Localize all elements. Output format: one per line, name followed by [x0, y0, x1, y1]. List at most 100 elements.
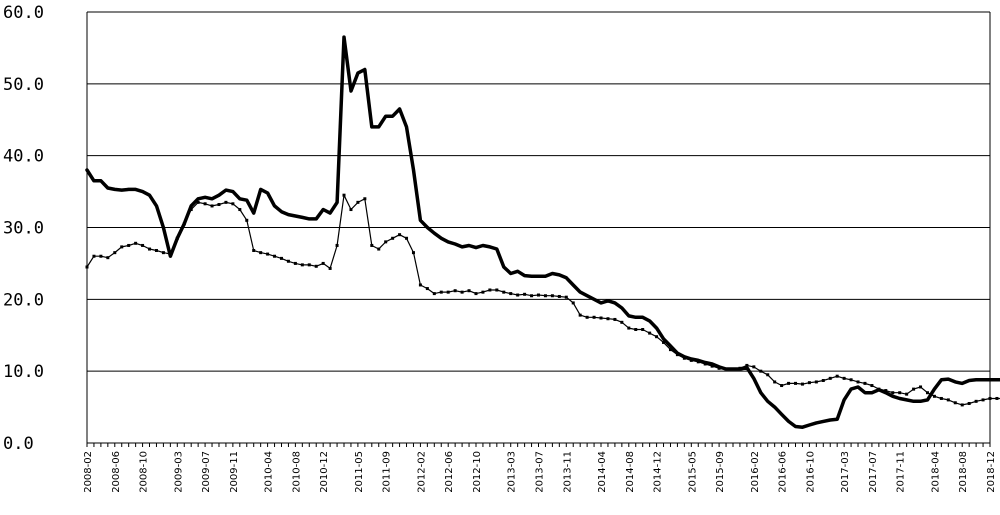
data-point-marker	[196, 200, 200, 204]
x-tick-label: 2015-05	[687, 451, 698, 493]
data-point-marker	[279, 256, 283, 260]
data-point-marker	[689, 358, 693, 362]
data-point-marker	[335, 243, 339, 247]
data-point-marker	[995, 396, 999, 400]
y-tick-label: 50.0	[3, 75, 44, 95]
data-point-marker	[919, 385, 923, 389]
data-point-marker	[224, 200, 228, 204]
data-point-marker	[266, 252, 270, 256]
x-tick-label: 2012-10	[472, 451, 483, 493]
data-point-marker	[391, 236, 395, 240]
x-tick-label: 2017-11	[896, 451, 907, 493]
data-point-marker	[620, 320, 624, 324]
data-point-marker	[703, 362, 707, 366]
y-tick-label: 10.0	[3, 362, 44, 382]
data-point-marker	[252, 248, 256, 252]
x-tick-label: 2013-07	[535, 451, 546, 493]
x-tick-label: 2012-02	[416, 451, 427, 493]
data-point-marker	[168, 252, 172, 256]
data-point-marker	[717, 366, 721, 370]
data-point-marker	[460, 290, 464, 294]
data-point-marker	[724, 367, 728, 371]
data-point-marker	[141, 243, 145, 247]
data-point-marker	[92, 254, 96, 258]
data-point-marker	[377, 247, 381, 251]
data-point-marker	[766, 373, 770, 377]
x-tick-label: 2011-09	[382, 451, 393, 493]
x-tick-label: 2009-07	[201, 451, 212, 493]
data-point-marker	[273, 254, 277, 258]
data-point-marker	[384, 240, 388, 244]
data-point-marker	[328, 266, 332, 270]
data-point-marker	[217, 203, 221, 207]
data-point-marker	[898, 391, 902, 395]
data-point-marker	[307, 263, 311, 267]
data-point-marker	[120, 245, 124, 249]
data-point-marker	[592, 315, 596, 319]
data-point-marker	[891, 391, 895, 395]
data-point-marker	[189, 208, 193, 212]
data-point-marker	[912, 387, 916, 391]
x-tick-label: 2016-02	[750, 451, 761, 493]
data-point-marker	[238, 208, 242, 212]
data-point-marker	[161, 251, 165, 255]
data-point-marker	[870, 384, 874, 388]
data-point-marker	[745, 363, 749, 367]
data-point-marker	[571, 301, 575, 305]
data-point-marker	[606, 317, 610, 321]
data-point-marker	[231, 202, 235, 206]
data-point-marker	[905, 392, 909, 396]
x-tick-label: 2014-04	[597, 451, 608, 493]
x-tick-label: 2017-07	[868, 451, 879, 493]
data-point-marker	[939, 396, 943, 400]
data-point-marker	[731, 367, 735, 371]
data-point-marker	[356, 200, 360, 204]
data-point-marker	[710, 364, 714, 368]
data-point-marker	[148, 247, 152, 251]
data-point-marker	[655, 335, 659, 339]
data-point-marker	[863, 381, 867, 385]
data-point-marker	[780, 384, 784, 388]
x-tick-label: 2008-02	[83, 451, 94, 493]
x-tick-label: 2013-03	[507, 451, 518, 493]
data-point-marker	[530, 294, 534, 298]
data-point-marker	[113, 251, 117, 255]
x-tick-label: 2010-04	[264, 451, 275, 493]
data-point-marker	[203, 202, 207, 206]
data-point-marker	[474, 292, 478, 296]
data-point-marker	[953, 401, 957, 405]
data-point-marker	[127, 243, 131, 247]
data-point-marker	[370, 243, 374, 247]
x-tick-label: 2017-03	[840, 451, 851, 493]
series-line-thin	[86, 194, 1000, 406]
x-tick-label: 2015-09	[715, 451, 726, 493]
data-point-marker	[773, 380, 777, 384]
data-point-marker	[856, 380, 860, 384]
data-point-marker	[453, 289, 457, 293]
data-point-marker	[481, 290, 485, 294]
data-point-marker	[557, 294, 561, 298]
data-point-marker	[807, 381, 811, 385]
data-point-marker	[752, 365, 756, 369]
data-point-marker	[488, 288, 492, 292]
data-point-marker	[842, 376, 846, 380]
data-point-marker	[599, 316, 603, 320]
data-point-marker	[682, 356, 686, 360]
data-point-marker	[696, 360, 700, 364]
data-point-marker	[182, 222, 186, 226]
data-point-marker	[981, 398, 985, 402]
series-line-thick	[85, 35, 1000, 429]
x-tick-label: 2009-11	[229, 451, 240, 493]
data-point-marker	[925, 391, 929, 395]
x-tick-label: 2018-04	[930, 451, 941, 493]
y-tick-label: 60.0	[3, 3, 44, 23]
data-point-marker	[738, 366, 742, 370]
data-point-marker	[175, 236, 179, 240]
data-point-marker	[564, 295, 568, 299]
data-point-marker	[974, 399, 978, 403]
data-point-marker	[210, 204, 214, 208]
data-point-marker	[828, 376, 832, 380]
data-point-marker	[668, 348, 672, 352]
data-point-marker	[342, 193, 346, 197]
